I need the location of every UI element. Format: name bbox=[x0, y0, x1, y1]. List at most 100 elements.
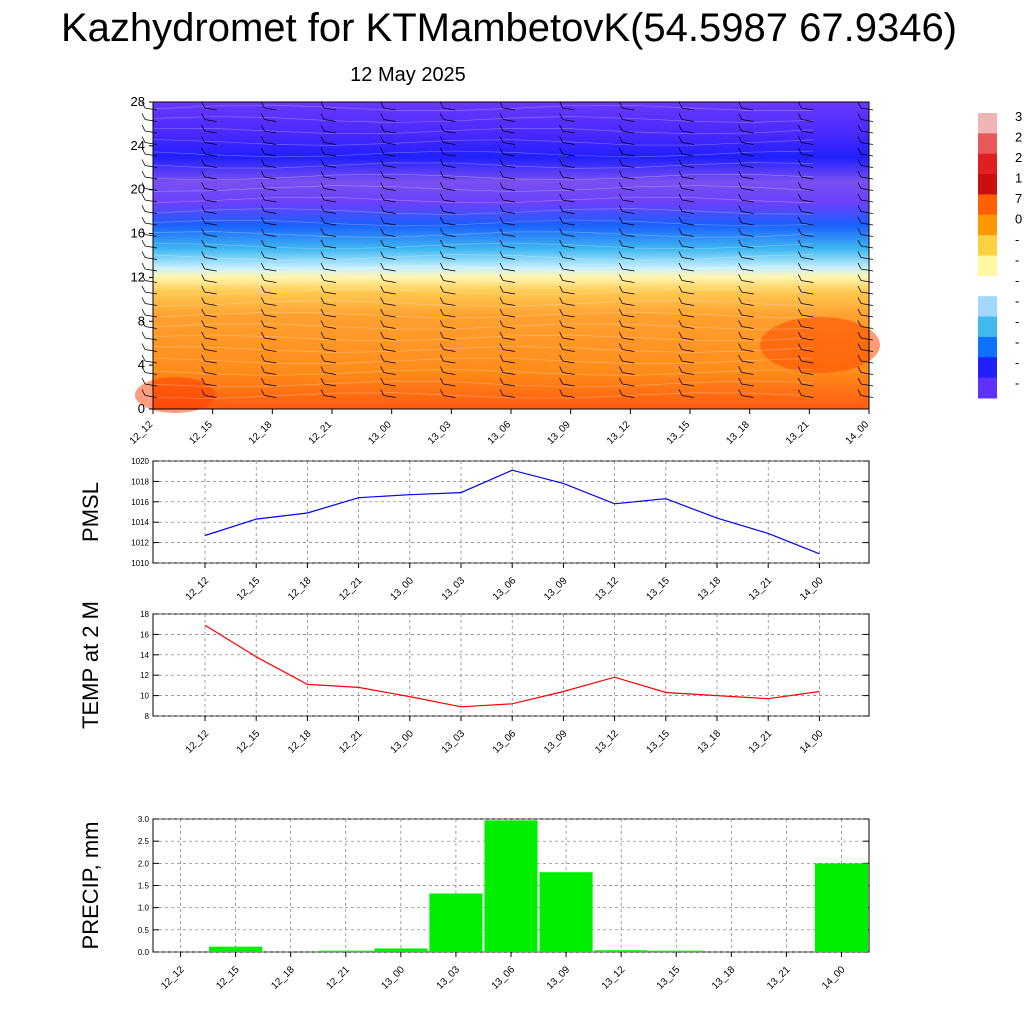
pmsl-series-line bbox=[204, 469, 820, 555]
wind-barb bbox=[141, 274, 158, 283]
wind-barb bbox=[260, 251, 277, 260]
wind-barb bbox=[320, 228, 337, 237]
wind-barb bbox=[380, 366, 396, 375]
wind-barb bbox=[678, 113, 695, 122]
wind-barb bbox=[380, 147, 396, 157]
wind-barb bbox=[559, 297, 575, 306]
wind-barb bbox=[738, 308, 754, 318]
wind-barb bbox=[141, 113, 158, 122]
colorbar-label: 0 bbox=[1015, 212, 1022, 227]
y-tick-label: 4 bbox=[138, 357, 145, 372]
wind-barb bbox=[439, 205, 456, 214]
wind-barb bbox=[260, 101, 277, 111]
wind-barb bbox=[201, 101, 217, 111]
wind-barb bbox=[260, 193, 277, 203]
wind-barb bbox=[618, 366, 635, 375]
colorbar: 3 2 2 1 7 0 - - - - - - - - bbox=[978, 109, 1022, 399]
wind-barb bbox=[559, 170, 575, 180]
wind-barb bbox=[857, 308, 874, 318]
wind-barb bbox=[559, 377, 575, 387]
wind-barb bbox=[201, 389, 217, 398]
wind-barb bbox=[499, 251, 516, 260]
wind-barb bbox=[797, 113, 814, 122]
colorbar-label: - bbox=[1015, 273, 1019, 288]
wind-barb bbox=[380, 389, 396, 398]
wind-barb bbox=[260, 274, 277, 283]
wind-barb bbox=[380, 377, 396, 387]
wind-barb bbox=[738, 331, 754, 341]
wind-barb bbox=[439, 331, 456, 341]
wind-barb bbox=[857, 170, 874, 180]
wind-barb bbox=[380, 228, 396, 237]
wind-barb bbox=[738, 320, 754, 329]
colorbar-label: 2 bbox=[1015, 130, 1022, 145]
wind-barb bbox=[380, 113, 396, 122]
precip-bar bbox=[814, 863, 868, 952]
colorbar-swatch bbox=[978, 235, 997, 256]
wind-barb bbox=[260, 377, 277, 387]
contour-line bbox=[152, 392, 814, 399]
wind-barb bbox=[559, 366, 575, 375]
wind-barb bbox=[260, 297, 277, 306]
wind-barb bbox=[618, 182, 635, 191]
wind-barb bbox=[559, 251, 575, 260]
x-tick-label: 13_09 bbox=[542, 728, 570, 756]
colorbar-swatch bbox=[978, 296, 997, 318]
wind-barb bbox=[678, 251, 695, 260]
wind-barb bbox=[559, 354, 575, 364]
x-tick-label: 13_06 bbox=[491, 575, 519, 603]
wind-barb bbox=[260, 320, 277, 329]
wind-barb bbox=[678, 147, 695, 157]
wind-barb bbox=[380, 251, 396, 260]
x-tick-label: 14_00 bbox=[798, 728, 826, 756]
wind-barb bbox=[797, 251, 814, 260]
wind-barb bbox=[678, 389, 695, 398]
wind-barb bbox=[678, 216, 695, 226]
y-tick-label: 1018 bbox=[131, 477, 149, 486]
colorbar-label: - bbox=[1015, 314, 1019, 329]
x-tick-label: 12_18 bbox=[286, 575, 314, 603]
y-tick-label: 1.0 bbox=[138, 904, 150, 913]
wind-barb bbox=[678, 136, 695, 145]
x-tick-label: 13_18 bbox=[696, 575, 724, 603]
wind-barb bbox=[141, 124, 158, 134]
wind-barb bbox=[499, 320, 516, 329]
wind-barb bbox=[201, 320, 217, 329]
wind-barb bbox=[559, 389, 575, 398]
precip-bar bbox=[429, 893, 483, 952]
wind-barb bbox=[141, 193, 158, 203]
wind-barb bbox=[141, 251, 158, 260]
x-tick-label: 13_12 bbox=[593, 575, 621, 603]
chart-title: Kazhydromet for KTMambetovK(54.5987 67.9… bbox=[60, 6, 958, 50]
wind-barb bbox=[380, 136, 396, 145]
wind-barb bbox=[738, 101, 754, 111]
wind-barb bbox=[260, 124, 277, 134]
wind-barb bbox=[439, 343, 456, 352]
wind-barb bbox=[499, 113, 516, 122]
wind-barb bbox=[439, 124, 456, 134]
wind-barb bbox=[320, 182, 337, 191]
wind-barb bbox=[857, 389, 874, 398]
wind-barb bbox=[320, 343, 337, 352]
wind-barb bbox=[738, 113, 754, 122]
x-tick-label: 13_03 bbox=[426, 419, 454, 447]
contour-line bbox=[152, 323, 814, 330]
x-tick-label: 13_15 bbox=[644, 728, 672, 756]
wind-barb bbox=[499, 354, 516, 364]
wind-barb bbox=[260, 113, 277, 122]
wind-barb bbox=[618, 113, 635, 122]
x-tick-label: 13_15 bbox=[655, 964, 683, 992]
wind-barb bbox=[618, 216, 635, 226]
y-tick-label: 1012 bbox=[131, 539, 149, 548]
wind-barb bbox=[857, 262, 874, 272]
wind-barb bbox=[738, 354, 754, 364]
y-tick-label: 24 bbox=[131, 138, 145, 153]
contour-line bbox=[152, 196, 814, 204]
wind-barb bbox=[618, 101, 635, 111]
colorbar-swatch bbox=[978, 214, 997, 236]
heatmap-warm-area bbox=[760, 317, 880, 373]
wind-barb bbox=[439, 216, 456, 226]
wind-barb bbox=[618, 343, 635, 352]
wind-barb bbox=[141, 320, 158, 329]
x-tick-label: 13_15 bbox=[644, 575, 672, 603]
